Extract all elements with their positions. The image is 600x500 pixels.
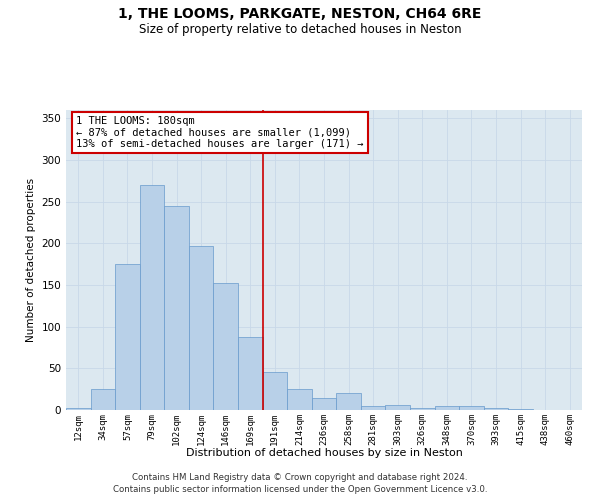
Bar <box>263 372 287 410</box>
Bar <box>361 406 385 410</box>
Text: 1, THE LOOMS, PARKGATE, NESTON, CH64 6RE: 1, THE LOOMS, PARKGATE, NESTON, CH64 6RE <box>118 8 482 22</box>
Text: 1 THE LOOMS: 180sqm
← 87% of detached houses are smaller (1,099)
13% of semi-det: 1 THE LOOMS: 180sqm ← 87% of detached ho… <box>76 116 364 149</box>
Bar <box>410 408 434 410</box>
Bar <box>287 389 312 410</box>
Bar <box>459 406 484 410</box>
Bar <box>434 406 459 410</box>
Bar <box>66 408 91 410</box>
Bar <box>115 264 140 410</box>
Bar <box>91 389 115 410</box>
Text: Distribution of detached houses by size in Neston: Distribution of detached houses by size … <box>185 448 463 458</box>
Text: Contains HM Land Registry data © Crown copyright and database right 2024.: Contains HM Land Registry data © Crown c… <box>132 472 468 482</box>
Bar <box>312 398 336 410</box>
Text: Contains public sector information licensed under the Open Government Licence v3: Contains public sector information licen… <box>113 485 487 494</box>
Bar <box>336 394 361 410</box>
Bar <box>140 185 164 410</box>
Bar <box>214 284 238 410</box>
Bar <box>238 336 263 410</box>
Bar <box>508 409 533 410</box>
Bar <box>385 405 410 410</box>
Bar <box>189 246 214 410</box>
Bar <box>484 408 508 410</box>
Y-axis label: Number of detached properties: Number of detached properties <box>26 178 36 342</box>
Bar <box>164 206 189 410</box>
Text: Size of property relative to detached houses in Neston: Size of property relative to detached ho… <box>139 22 461 36</box>
